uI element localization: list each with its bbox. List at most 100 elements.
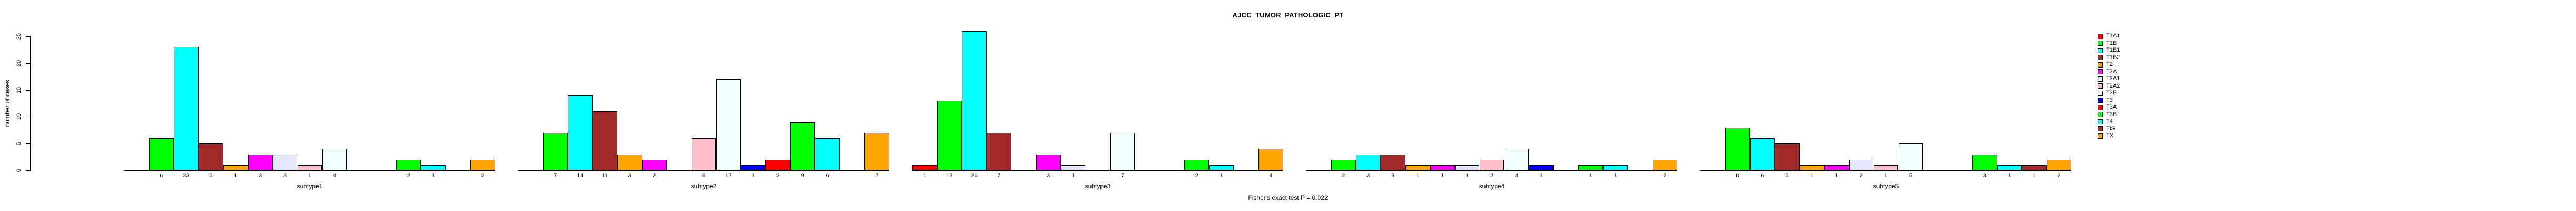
bar-subtype3-t1b1: [961, 31, 987, 170]
bar-subtype4-t2b: [1504, 149, 1529, 170]
bar-subtype4-t1b: [1331, 159, 1356, 170]
legend-label: T2: [2106, 61, 2113, 68]
legend-item-t1b1: T1B1: [2098, 47, 2120, 54]
bar-value-label: 1: [1884, 172, 1887, 179]
bar-subtype1-t1b1: [173, 47, 199, 170]
legend-swatch: [2098, 83, 2103, 89]
legend-label: T2A1: [2106, 75, 2120, 82]
bar-subtype5-t2b: [1898, 143, 1923, 170]
bar-value-label: 1: [1539, 172, 1543, 179]
y-tick-label: 20: [16, 60, 22, 66]
legend-label: TIS: [2106, 125, 2116, 132]
bar-subtype5-t2a: [1824, 165, 1849, 170]
bar-value-label: 2: [1342, 172, 1345, 179]
bar-subtype4-t3: [1529, 165, 1554, 170]
group-label-subtype4: subtype4: [1479, 183, 1505, 190]
legend-item-t2b: T2B: [2098, 90, 2117, 97]
legend-item-t2: T2: [2098, 61, 2113, 68]
bar-value-label: 1: [431, 172, 435, 179]
bar-subtype3-t2a: [1036, 154, 1061, 170]
legend-swatch: [2098, 41, 2103, 46]
bar-value-label: 2: [407, 172, 410, 179]
bar-value-label: 1: [923, 172, 927, 179]
bar-subtype5-t4: [1997, 165, 2022, 170]
legend-swatch: [2098, 33, 2103, 39]
bar-subtype1-t3b: [396, 159, 421, 170]
y-tick-label: 5: [16, 142, 22, 146]
bar-subtype3-t2a1: [1060, 165, 1086, 170]
bar-value-label: 1: [1071, 172, 1075, 179]
bar-value-label: 2: [1490, 172, 1493, 179]
legend-label: T2A: [2106, 68, 2117, 75]
legend-label: T1B1: [2106, 47, 2120, 53]
bar-subtype4-t4: [1603, 165, 1628, 170]
legend-swatch: [2098, 119, 2103, 124]
bar-value-label: 1: [1835, 172, 1838, 179]
y-tick: [26, 63, 30, 64]
y-axis-line: [30, 36, 31, 171]
bar-value-label: 1: [308, 172, 311, 179]
y-tick: [26, 36, 30, 37]
legend-item-t3a: T3A: [2098, 104, 2117, 111]
legend-label: T2A2: [2106, 82, 2120, 89]
bar-subtype3-t1b2: [986, 132, 1011, 170]
bar-subtype4-t2: [1405, 165, 1430, 170]
bar-value-label: 4: [332, 172, 336, 179]
bar-subtype2-tx: [864, 132, 889, 170]
bar-subtype2-t3: [741, 165, 766, 170]
y-tick: [26, 143, 30, 145]
legend-swatch: [2098, 104, 2103, 110]
bar-value-label: 7: [554, 172, 557, 179]
bar-value-label: 8: [1736, 172, 1739, 179]
bar-value-label: 5: [1909, 172, 1912, 179]
legend-swatch: [2098, 69, 2103, 74]
bar-subtype2-t1b1: [567, 95, 593, 170]
bar-subtype5-t1b2: [1774, 143, 1800, 170]
legend-item-t2a2: T2A2: [2098, 83, 2120, 90]
bar-value-label: 17: [725, 172, 732, 179]
bar-subtype4-t1b1: [1355, 154, 1381, 170]
bar-value-label: 3: [1047, 172, 1050, 179]
bar-value-label: 3: [1391, 172, 1395, 179]
bar-subtype5-t1b: [1725, 127, 1750, 170]
bar-value-label: 1: [2032, 172, 2036, 179]
legend-item-tx: TX: [2098, 132, 2113, 139]
bar-value-label: 23: [183, 172, 190, 179]
bar-value-label: 14: [577, 172, 584, 179]
legend-item-t2a1: T2A1: [2098, 75, 2120, 82]
legend-swatch: [2098, 47, 2103, 53]
bar-value-label: 1: [1220, 172, 1223, 179]
bar-subtype5-t2: [1799, 165, 1824, 170]
bar-subtype1-t1b: [149, 138, 174, 170]
bar-subtype1-t2b: [322, 149, 347, 170]
bar-value-label: 1: [1465, 172, 1469, 179]
bar-value-label: 2: [1859, 172, 1863, 179]
legend-label: TX: [2106, 132, 2114, 139]
bar-value-label: 26: [971, 172, 978, 179]
bar-subtype5-t2a1: [1849, 159, 1874, 170]
bar-subtype1-t2: [223, 165, 248, 170]
legend-item-tis: TIS: [2098, 126, 2115, 132]
bar-value-label: 4: [1515, 172, 1518, 179]
y-tick: [26, 170, 30, 171]
group-baseline: [912, 170, 1283, 171]
bar-value-label: 1: [1416, 172, 1420, 179]
legend-swatch: [2098, 62, 2103, 68]
bar-value-label: 7: [997, 172, 1001, 179]
chart-title: AJCC_TUMOR_PATHOLOGIC_PT: [1232, 11, 1344, 19]
bar-value-label: 3: [628, 172, 632, 179]
bar-value-label: 2: [1663, 172, 1667, 179]
bar-subtype2-t4: [815, 138, 840, 170]
bar-value-label: 6: [160, 172, 163, 179]
bar-subtype2-t1b: [543, 132, 568, 170]
legend-label: T1B2: [2106, 54, 2120, 61]
legend-item-t2a: T2A: [2098, 69, 2117, 75]
bar-subtype5-tis: [2022, 165, 2047, 170]
group-baseline: [518, 170, 889, 171]
bar-subtype1-t2a1: [272, 154, 298, 170]
bar-subtype2-t3b: [790, 122, 815, 170]
bar-value-label: 3: [1366, 172, 1370, 179]
bar-subtype5-t3b: [1972, 154, 1998, 170]
bar-subtype2-t2: [617, 154, 642, 170]
bar-subtype3-t1b: [937, 100, 962, 170]
